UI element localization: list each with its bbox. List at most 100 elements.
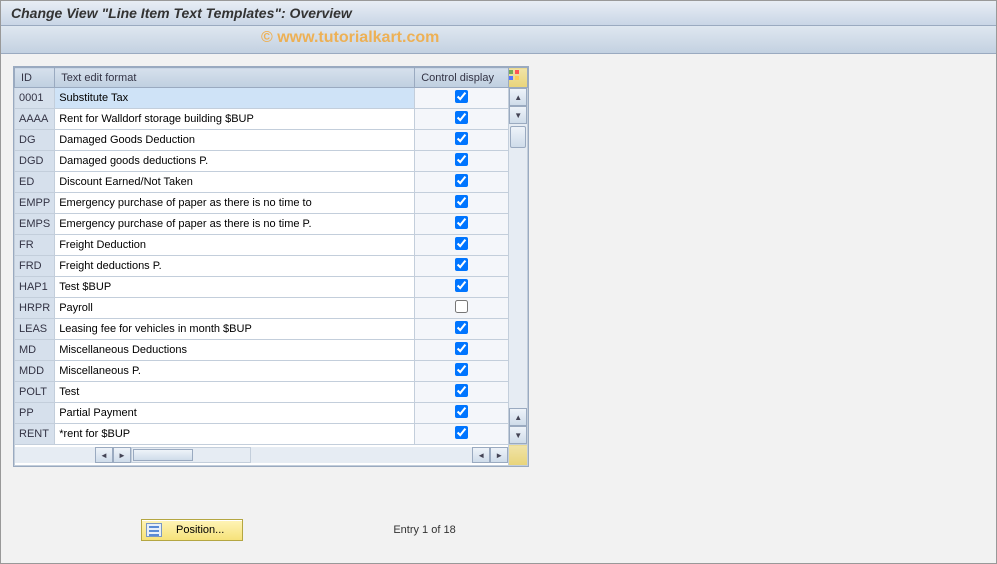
table-row[interactable]: MDMiscellaneous Deductions	[15, 340, 528, 361]
text-cell[interactable]: Partial Payment	[55, 403, 415, 424]
text-cell[interactable]: Substitute Tax	[55, 88, 415, 109]
hscroll-track[interactable]	[131, 447, 251, 463]
table-row[interactable]: RENT*rent for $BUP	[15, 424, 528, 445]
id-cell[interactable]: EMPS	[15, 214, 55, 235]
text-cell[interactable]: Test	[55, 382, 415, 403]
id-cell[interactable]: MDD	[15, 361, 55, 382]
text-cell[interactable]: Damaged Goods Deduction	[55, 130, 415, 151]
vscroll-up-button[interactable]: ▲	[509, 88, 527, 106]
table-row[interactable]: FRFreight Deduction	[15, 235, 528, 256]
id-cell[interactable]: FRD	[15, 256, 55, 277]
control-display-checkbox[interactable]	[455, 90, 468, 103]
table-row[interactable]: POLTTest	[15, 382, 528, 403]
vscroll-thumb[interactable]	[510, 126, 526, 148]
text-cell[interactable]: Damaged goods deductions P.	[55, 151, 415, 172]
control-display-cell	[415, 361, 509, 382]
control-display-checkbox[interactable]	[455, 426, 468, 439]
id-cell[interactable]: RENT	[15, 424, 55, 445]
hscroll-corner	[509, 445, 528, 466]
text-cell[interactable]: Test $BUP	[55, 277, 415, 298]
id-cell[interactable]: FR	[15, 235, 55, 256]
id-cell[interactable]: ED	[15, 172, 55, 193]
control-display-cell	[415, 172, 509, 193]
table-row[interactable]: EMPPEmergency purchase of paper as there…	[15, 193, 528, 214]
col-header-id[interactable]: ID	[15, 68, 55, 88]
control-display-cell	[415, 235, 509, 256]
text-cell[interactable]: *rent for $BUP	[55, 424, 415, 445]
text-cell[interactable]: Freight deductions P.	[55, 256, 415, 277]
control-display-checkbox[interactable]	[455, 342, 468, 355]
vscroll-down-button-2[interactable]: ▼	[509, 426, 527, 444]
hscroll-left-button-2[interactable]: ◄	[472, 447, 490, 463]
control-display-checkbox[interactable]	[455, 132, 468, 145]
control-display-checkbox[interactable]	[455, 111, 468, 124]
vscroll-up-button-2[interactable]: ▲	[509, 408, 527, 426]
id-cell[interactable]: DGD	[15, 151, 55, 172]
control-display-checkbox[interactable]	[455, 321, 468, 334]
grid-settings-button[interactable]	[509, 68, 528, 88]
id-cell[interactable]: DG	[15, 130, 55, 151]
vscroll-down-button[interactable]: ▼	[509, 106, 527, 124]
col-header-text[interactable]: Text edit format	[55, 68, 415, 88]
control-display-checkbox[interactable]	[455, 216, 468, 229]
control-display-checkbox[interactable]	[455, 174, 468, 187]
control-display-cell	[415, 109, 509, 130]
control-display-cell	[415, 298, 509, 319]
control-display-checkbox[interactable]	[455, 195, 468, 208]
hscroll-left-button[interactable]: ◄	[95, 447, 113, 463]
control-display-checkbox[interactable]	[455, 363, 468, 376]
id-cell[interactable]: EMPP	[15, 193, 55, 214]
text-cell[interactable]: Emergency purchase of paper as there is …	[55, 214, 415, 235]
table-row[interactable]: FRDFreight deductions P.	[15, 256, 528, 277]
control-display-checkbox[interactable]	[455, 384, 468, 397]
main-area: ID Text edit format Control display 0001…	[1, 54, 996, 482]
vscroll-track[interactable]	[509, 124, 527, 408]
entry-counter: Entry 1 of 18	[393, 524, 455, 536]
control-display-checkbox[interactable]	[455, 258, 468, 271]
control-display-checkbox[interactable]	[455, 237, 468, 250]
table-row[interactable]: 0001Substitute Tax▲▼▲▼	[15, 88, 528, 109]
table-row[interactable]: HRPRPayroll	[15, 298, 528, 319]
id-cell[interactable]: 0001	[15, 88, 55, 109]
text-cell[interactable]: Payroll	[55, 298, 415, 319]
id-cell[interactable]: AAAA	[15, 109, 55, 130]
horizontal-scrollbar[interactable]: ◄ ► ◄ ►	[15, 447, 508, 463]
table-row[interactable]: EDDiscount Earned/Not Taken	[15, 172, 528, 193]
text-cell[interactable]: Freight Deduction	[55, 235, 415, 256]
control-display-cell	[415, 151, 509, 172]
table-row[interactable]: DGDDamaged goods deductions P.	[15, 151, 528, 172]
hscroll-right-button[interactable]: ►	[113, 447, 131, 463]
table-row[interactable]: LEASLeasing fee for vehicles in month $B…	[15, 319, 528, 340]
position-button[interactable]: Position...	[141, 519, 243, 541]
table-row[interactable]: AAAARent for Walldorf storage building $…	[15, 109, 528, 130]
table-row[interactable]: PPPartial Payment	[15, 403, 528, 424]
id-cell[interactable]: LEAS	[15, 319, 55, 340]
position-icon	[146, 523, 162, 537]
control-display-cell	[415, 130, 509, 151]
id-cell[interactable]: HRPR	[15, 298, 55, 319]
text-cell[interactable]: Miscellaneous P.	[55, 361, 415, 382]
vertical-scrollbar[interactable]: ▲▼▲▼	[509, 88, 528, 445]
control-display-checkbox[interactable]	[455, 300, 468, 313]
id-cell[interactable]: POLT	[15, 382, 55, 403]
id-cell[interactable]: PP	[15, 403, 55, 424]
table-row[interactable]: DGDamaged Goods Deduction	[15, 130, 528, 151]
text-cell[interactable]: Rent for Walldorf storage building $BUP	[55, 109, 415, 130]
control-display-checkbox[interactable]	[455, 405, 468, 418]
table-row[interactable]: MDDMiscellaneous P.	[15, 361, 528, 382]
text-cell[interactable]: Discount Earned/Not Taken	[55, 172, 415, 193]
hscroll-right-button-2[interactable]: ►	[490, 447, 508, 463]
table-row[interactable]: EMPSEmergency purchase of paper as there…	[15, 214, 528, 235]
id-cell[interactable]: MD	[15, 340, 55, 361]
position-button-label: Position...	[176, 524, 224, 536]
text-cell[interactable]: Leasing fee for vehicles in month $BUP	[55, 319, 415, 340]
text-cell[interactable]: Emergency purchase of paper as there is …	[55, 193, 415, 214]
data-grid: ID Text edit format Control display 0001…	[14, 67, 528, 466]
control-display-checkbox[interactable]	[455, 279, 468, 292]
text-cell[interactable]: Miscellaneous Deductions	[55, 340, 415, 361]
col-header-ctrl[interactable]: Control display	[415, 68, 509, 88]
table-row[interactable]: HAP1Test $BUP	[15, 277, 528, 298]
id-cell[interactable]: HAP1	[15, 277, 55, 298]
hscroll-thumb[interactable]	[133, 449, 193, 461]
control-display-checkbox[interactable]	[455, 153, 468, 166]
